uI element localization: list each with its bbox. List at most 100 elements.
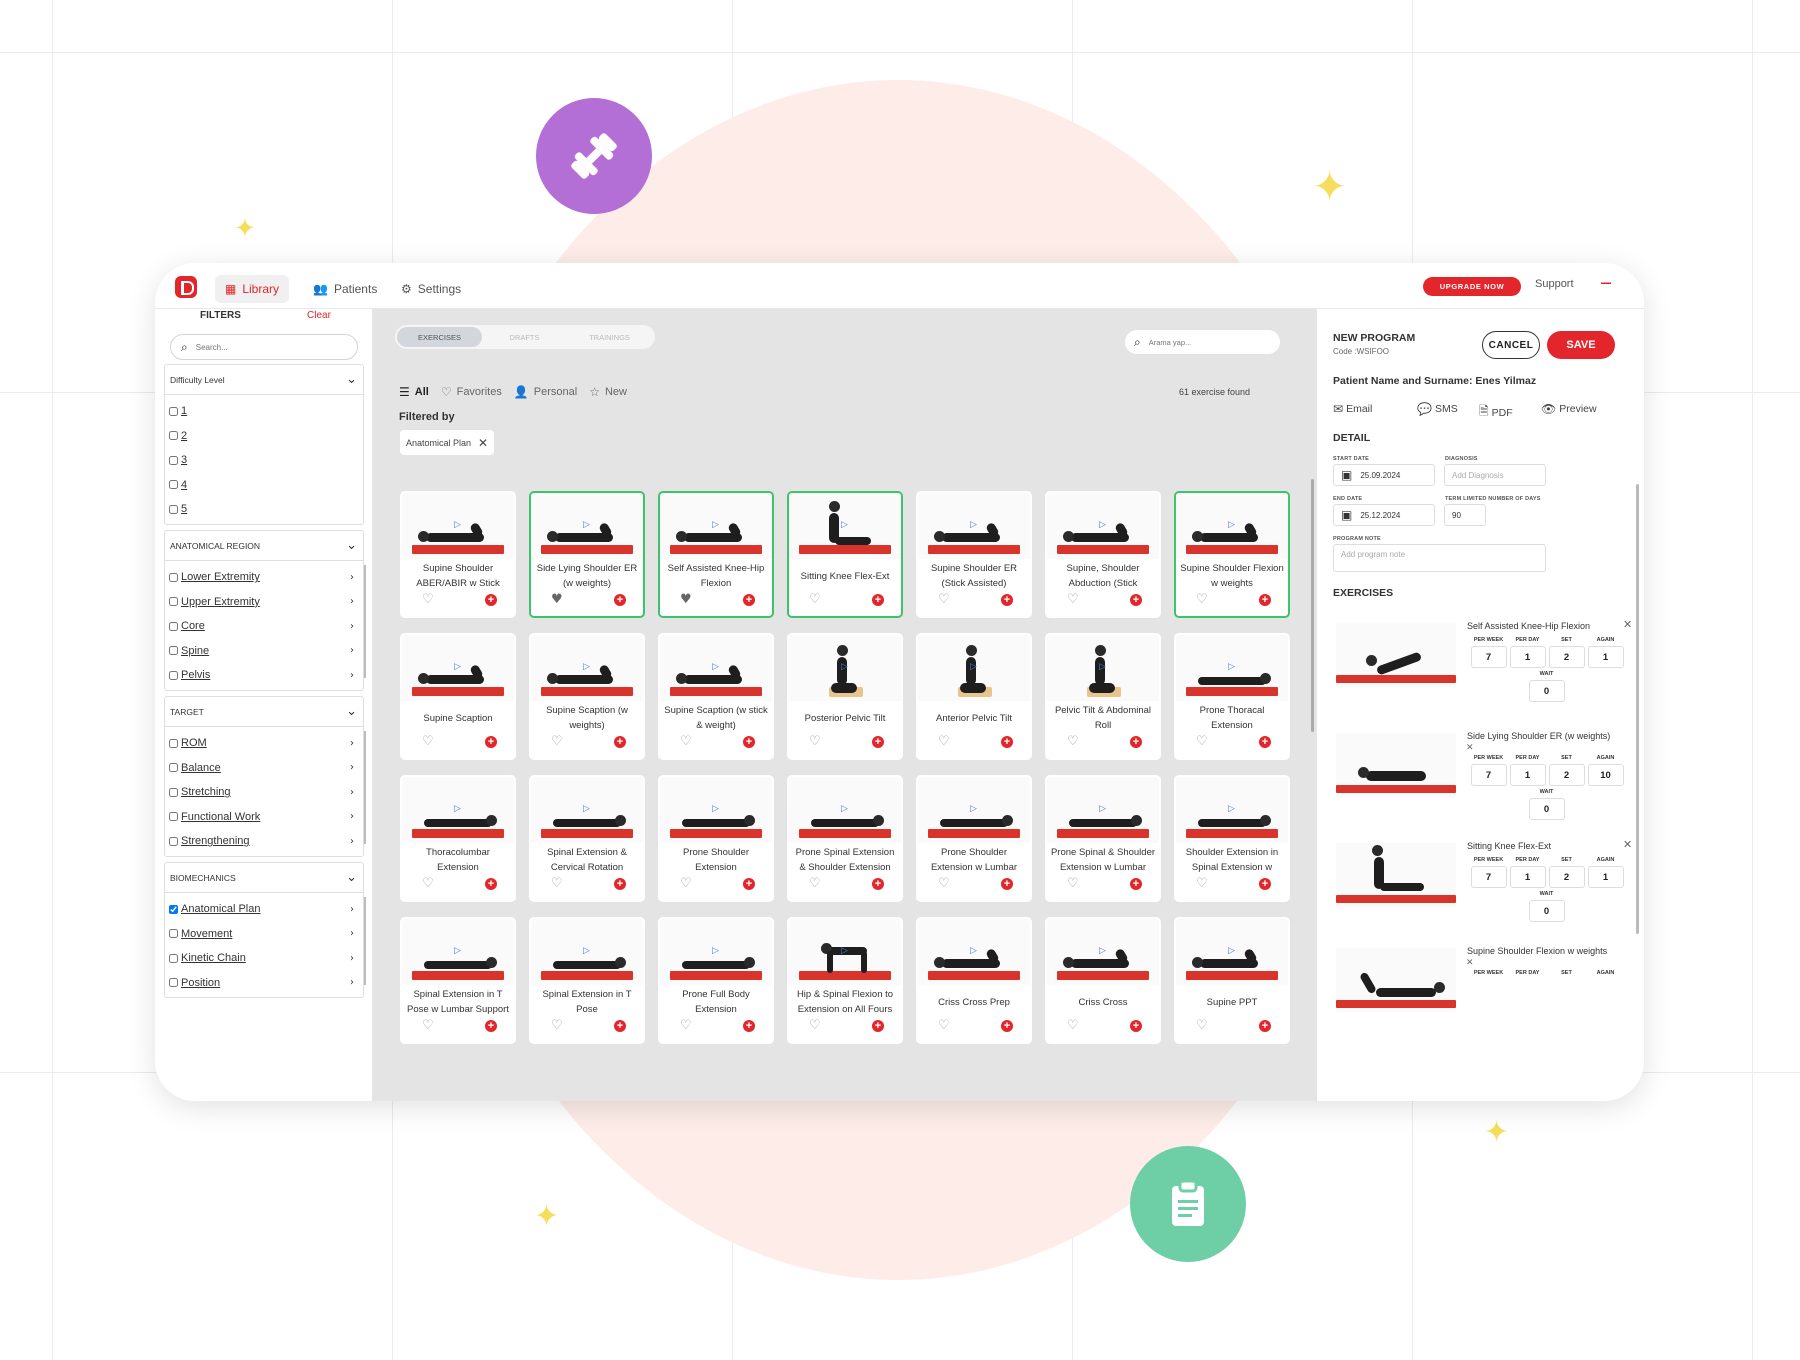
play-icon[interactable]: ▷ <box>583 804 590 814</box>
exercise-card[interactable]: ▷ Supine Scaption (w stick & weight) ♡ + <box>658 633 774 760</box>
add-exercise-button[interactable]: + <box>1130 736 1142 748</box>
filter-option[interactable]: Pelvis › <box>165 663 363 688</box>
param-input[interactable]: 1 <box>1509 646 1546 668</box>
remove-exercise-icon[interactable]: ✕ <box>1623 618 1633 631</box>
exercise-card[interactable]: ▷ Thoracolumbar Extension ♡ + <box>400 775 516 902</box>
heart-icon[interactable]: ♡ <box>551 1018 563 1033</box>
tab-new[interactable]: ☆ New <box>589 385 627 399</box>
filter-checkbox[interactable] <box>169 597 178 607</box>
exercise-card[interactable]: ▷ Supine PPT ♡ + <box>1174 917 1290 1044</box>
exercise-card[interactable]: ▷ Shoulder Extension in Spinal Extension … <box>1174 775 1290 902</box>
exercise-card[interactable]: ▷ Self Assisted Knee-Hip Flexion ♥ + <box>658 491 774 618</box>
remove-exercise-icon[interactable]: ✕ <box>1466 743 1474 753</box>
heart-icon[interactable]: ♥ <box>680 592 692 607</box>
play-icon[interactable]: ▷ <box>970 804 977 814</box>
heart-icon[interactable]: ♡ <box>1067 1018 1079 1033</box>
add-exercise-button[interactable]: + <box>1259 736 1271 748</box>
param-input[interactable]: 1 <box>1587 866 1624 888</box>
heart-icon[interactable]: ♡ <box>680 734 692 749</box>
filter-checkbox[interactable] <box>169 431 178 441</box>
play-icon[interactable]: ▷ <box>970 662 977 672</box>
segment-trainings[interactable]: TRAININGS <box>589 332 630 342</box>
filter-option[interactable]: Movement › <box>165 922 363 947</box>
library-search[interactable]: ⌕ <box>1125 330 1280 354</box>
wait-input[interactable]: 0 <box>1528 900 1565 922</box>
add-exercise-button[interactable]: + <box>614 878 626 890</box>
heart-icon[interactable]: ♡ <box>938 1018 950 1033</box>
support-link[interactable]: Support <box>1535 278 1574 290</box>
add-exercise-button[interactable]: + <box>485 736 497 748</box>
add-exercise-button[interactable]: + <box>614 1020 626 1032</box>
filter-checkbox[interactable] <box>169 480 178 490</box>
param-input[interactable]: 7 <box>1470 646 1507 668</box>
param-input[interactable]: 2 <box>1548 646 1585 668</box>
heart-icon[interactable]: ♡ <box>680 876 692 891</box>
nav-library[interactable]: ▦ Library <box>215 275 290 303</box>
exercise-card[interactable]: ▷ Supine Shoulder ABER/ABIR w Stick ♡ + <box>400 491 516 618</box>
heart-icon[interactable]: ♡ <box>938 876 950 891</box>
heart-icon[interactable]: ♡ <box>422 734 434 749</box>
heart-icon[interactable]: ♡ <box>809 734 821 749</box>
param-input[interactable]: 10 <box>1587 764 1624 786</box>
play-icon[interactable]: ▷ <box>583 946 590 956</box>
heart-icon[interactable]: ♡ <box>809 876 821 891</box>
filter-option[interactable]: 2 <box>165 424 363 449</box>
close-icon[interactable]: ✕ <box>478 435 489 450</box>
remove-exercise-icon[interactable]: ✕ <box>1623 838 1633 851</box>
add-exercise-button[interactable]: + <box>1001 878 1013 890</box>
heart-icon[interactable]: ♡ <box>1196 592 1208 607</box>
exercise-card[interactable]: ▷ Spinal Extension & Cervical Rotation ♡ + <box>529 775 645 902</box>
filter-checkbox[interactable] <box>169 670 178 680</box>
filter-option[interactable]: 3 <box>165 448 363 473</box>
exercise-card[interactable]: ▷ Supine Shoulder Flexion w weights ♡ + <box>1174 491 1290 618</box>
play-icon[interactable]: ▷ <box>1228 520 1235 530</box>
param-input[interactable]: 2 <box>1548 866 1585 888</box>
app-logo[interactable] <box>175 276 197 298</box>
exercise-card[interactable]: ▷ Supine, Shoulder Abduction (Stick ♡ + <box>1045 491 1161 618</box>
diagnosis-field[interactable]: Add Diagnosis <box>1444 464 1546 486</box>
add-exercise-button[interactable]: + <box>743 878 755 890</box>
param-input[interactable]: 7 <box>1470 764 1507 786</box>
heart-icon[interactable]: ♡ <box>422 876 434 891</box>
start-date-field[interactable]: ▣ 25.09.2024 <box>1333 464 1435 486</box>
play-icon[interactable]: ▷ <box>841 804 848 814</box>
filter-option[interactable]: Anatomical Plan › <box>165 897 363 922</box>
add-exercise-button[interactable]: + <box>1001 1020 1013 1032</box>
filter-option[interactable]: Stretching › <box>165 780 363 805</box>
filter-checkbox[interactable] <box>169 904 178 914</box>
pdf-button[interactable]: 🗎 PDF <box>1479 402 1513 423</box>
add-exercise-button[interactable]: + <box>872 736 884 748</box>
add-exercise-button[interactable]: + <box>743 1020 755 1032</box>
nav-settings[interactable]: ⚙ Settings <box>391 275 471 303</box>
add-exercise-button[interactable]: + <box>872 594 884 606</box>
remove-exercise-icon[interactable]: ✕ <box>1466 958 1474 968</box>
add-exercise-button[interactable]: + <box>1001 736 1013 748</box>
filter-group-header[interactable]: Difficulty Level ⌄ <box>165 365 363 395</box>
play-icon[interactable]: ▷ <box>1099 804 1106 814</box>
add-exercise-button[interactable]: + <box>485 594 497 606</box>
scrollbar[interactable] <box>1636 484 1639 934</box>
play-icon[interactable]: ▷ <box>1099 520 1106 530</box>
filter-checkbox[interactable] <box>169 738 178 748</box>
wait-input[interactable]: 0 <box>1528 680 1565 702</box>
add-exercise-button[interactable]: + <box>614 736 626 748</box>
filter-option[interactable]: Core › <box>165 614 363 639</box>
add-exercise-button[interactable]: + <box>872 1020 884 1032</box>
exercise-card[interactable]: ▷ Posterior Pelvic Tilt ♡ + <box>787 633 903 760</box>
filter-group-header[interactable]: BIOMECHANICS ⌄ <box>165 863 363 893</box>
scrollbar[interactable] <box>1311 479 1314 732</box>
heart-icon[interactable]: ♡ <box>1196 1018 1208 1033</box>
play-icon[interactable]: ▷ <box>970 946 977 956</box>
add-exercise-button[interactable]: + <box>1130 594 1142 606</box>
end-date-field[interactable]: ▣ 25.12.2024 <box>1333 504 1435 526</box>
exercise-card[interactable]: ▷ Prone Spinal & Shoulder Extension w Lum… <box>1045 775 1161 902</box>
param-input[interactable]: 1 <box>1587 646 1624 668</box>
filter-checkbox[interactable] <box>169 929 178 939</box>
add-exercise-button[interactable]: + <box>743 736 755 748</box>
play-icon[interactable]: ▷ <box>712 520 719 530</box>
param-input[interactable]: 1 <box>1509 764 1546 786</box>
filter-checkbox[interactable] <box>169 953 178 963</box>
play-icon[interactable]: ▷ <box>454 946 461 956</box>
param-input[interactable]: 7 <box>1470 866 1507 888</box>
play-icon[interactable]: ▷ <box>841 946 848 956</box>
